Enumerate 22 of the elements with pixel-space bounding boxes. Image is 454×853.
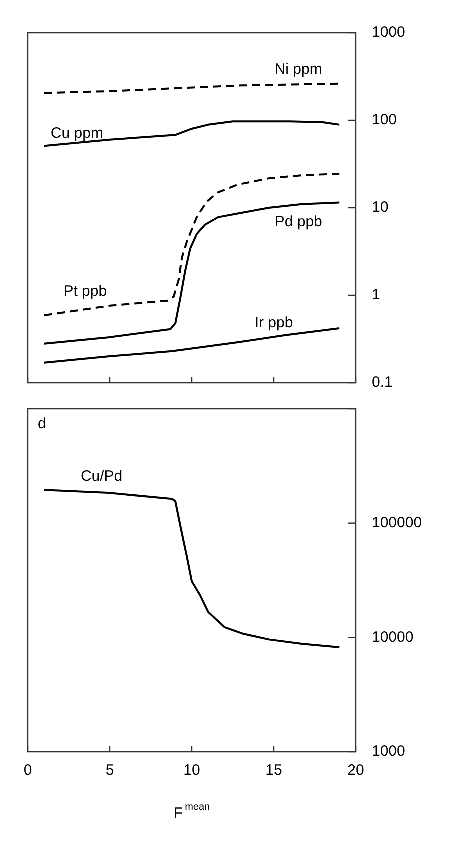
x-tick-label: 20 — [348, 762, 364, 780]
y-tick-label: 10 — [372, 199, 389, 216]
series-label: Ir ppb — [254, 314, 294, 332]
y-tick-label: 1 — [372, 286, 380, 304]
series-label: Pd ppb — [274, 214, 322, 231]
line-series — [43, 172, 341, 317]
series-label: Pt ppb — [64, 283, 108, 300]
annotation: d — [38, 416, 46, 433]
y-tick-label: 100 — [372, 112, 398, 129]
y-tick-label: 10000 — [372, 628, 414, 646]
y-tick-label: 0.1 — [372, 374, 393, 392]
x-tick-label: 0 — [24, 762, 32, 780]
line-series — [43, 82, 341, 94]
y-tick-label: 1000 — [372, 743, 406, 760]
x-tick-label: 5 — [106, 762, 114, 780]
series-label: Cu ppm — [50, 125, 104, 142]
series-label: Ni ppm — [274, 61, 322, 78]
x-tick-label: 15 — [266, 762, 282, 780]
x-tick-label: 10 — [184, 762, 200, 780]
series-label: Cu/Pd — [80, 468, 123, 486]
y-tick-label: 100000 — [372, 514, 422, 532]
y-tick-label: 1000 — [372, 24, 406, 42]
